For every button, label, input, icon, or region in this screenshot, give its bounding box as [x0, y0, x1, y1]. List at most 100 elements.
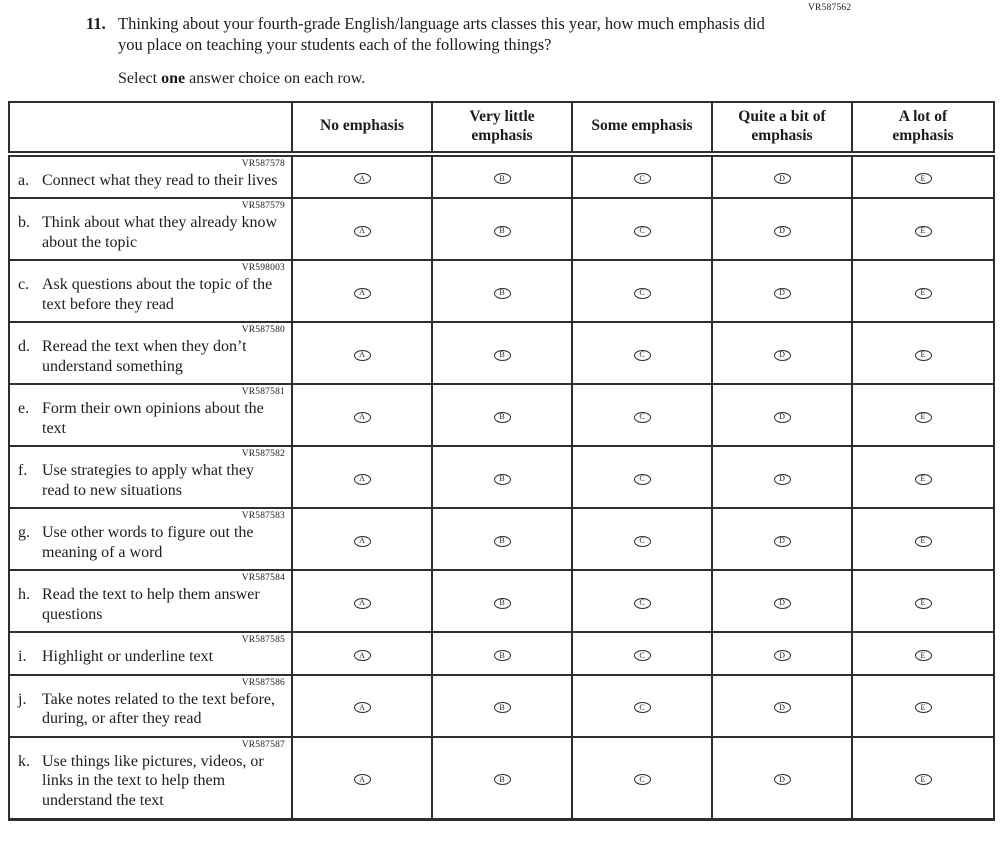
column-header-a-lot-of-emphasis: A lot of emphasis — [892, 107, 954, 144]
answer-bubble-some-emphasis[interactable]: C — [633, 349, 651, 361]
answer-bubble-some-emphasis[interactable]: C — [633, 411, 651, 423]
answer-bubble-quite-a-bit-of-emphasis[interactable]: D — [773, 287, 791, 299]
row-letter: f. — [18, 462, 28, 480]
answer-bubble-quite-a-bit-of-emphasis[interactable]: D — [773, 702, 791, 714]
answer-bubble-quite-a-bit-of-emphasis[interactable]: D — [773, 473, 791, 485]
answer-bubble-no-emphasis[interactable]: A — [353, 535, 371, 547]
column-header-some-emphasis: Some emphasis — [591, 117, 693, 135]
answer-bubble-quite-a-bit-of-emphasis[interactable]: D — [773, 173, 791, 185]
instruction-suffix: answer choice on each row. — [185, 69, 366, 87]
answer-bubble-quite-a-bit-of-emphasis[interactable]: D — [773, 411, 791, 423]
answer-bubble-very-little-emphasis[interactable]: B — [493, 650, 511, 662]
answer-bubble-very-little-emphasis[interactable]: B — [493, 173, 511, 185]
answer-table-body: VR587578 a. Connect what they read to th… — [8, 152, 995, 821]
row-letter: g. — [18, 524, 30, 542]
answer-bubble-no-emphasis[interactable]: A — [353, 702, 371, 714]
table-row: VR587579 b. Think about what they alread… — [8, 197, 995, 262]
answer-bubble-quite-a-bit-of-emphasis[interactable]: D — [773, 349, 791, 361]
answer-bubble-quite-a-bit-of-emphasis[interactable]: D — [773, 225, 791, 237]
answer-bubble-no-emphasis[interactable]: A — [353, 774, 371, 786]
answer-bubble-no-emphasis[interactable]: A — [353, 473, 371, 485]
answer-bubble-very-little-emphasis[interactable]: B — [493, 702, 511, 714]
answer-bubble-some-emphasis[interactable]: C — [633, 225, 651, 237]
answer-matrix-table: No emphasis Very little emphasis Some em… — [8, 100, 995, 821]
table-row: VR587578 a. Connect what they read to th… — [8, 152, 995, 200]
answer-bubble-no-emphasis[interactable]: A — [353, 597, 371, 609]
question-text: Thinking about your fourth-grade English… — [118, 14, 765, 55]
answer-bubble-a-lot-of-emphasis[interactable]: E — [914, 349, 932, 361]
answer-bubble-quite-a-bit-of-emphasis[interactable]: D — [773, 597, 791, 609]
instruction-prefix: Select — [118, 69, 162, 87]
row-variable-code: VR587583 — [241, 511, 285, 522]
answer-bubble-some-emphasis[interactable]: C — [633, 473, 651, 485]
row-label-cell: VR587585 i. Highlight or underline text — [8, 631, 293, 676]
table-corner-cell — [8, 100, 293, 157]
answer-bubble-a-lot-of-emphasis[interactable]: E — [914, 225, 932, 237]
answer-bubble-a-lot-of-emphasis[interactable]: E — [914, 650, 932, 662]
answer-bubble-very-little-emphasis[interactable]: B — [493, 225, 511, 237]
answer-bubble-a-lot-of-emphasis[interactable]: E — [914, 411, 932, 423]
answer-bubble-no-emphasis[interactable]: A — [353, 650, 371, 662]
row-label-cell: VR587582 f. Use strategies to apply what… — [8, 445, 293, 510]
table-row: VR587583 g. Use other words to figure ou… — [8, 507, 995, 572]
answer-bubble-very-little-emphasis[interactable]: B — [493, 473, 511, 485]
row-label-cell: VR587586 j. Take notes related to the te… — [8, 673, 293, 738]
row-label-text: Ask questions about the topic of the tex… — [42, 276, 273, 313]
row-letter: i. — [18, 648, 27, 666]
answer-bubble-a-lot-of-emphasis[interactable]: E — [914, 173, 932, 185]
row-letter: h. — [18, 586, 30, 604]
answer-bubble-some-emphasis[interactable]: C — [633, 535, 651, 547]
answer-bubble-a-lot-of-emphasis[interactable]: E — [914, 473, 932, 485]
answer-bubble-a-lot-of-emphasis[interactable]: E — [914, 702, 932, 714]
row-variable-code: VR587584 — [241, 573, 285, 584]
row-label-cell: VR598003 c. Ask questions about the topi… — [8, 259, 293, 324]
row-letter: e. — [18, 400, 30, 418]
row-variable-code: VR587580 — [241, 325, 285, 336]
answer-bubble-no-emphasis[interactable]: A — [353, 349, 371, 361]
answer-bubble-very-little-emphasis[interactable]: B — [493, 349, 511, 361]
row-letter: b. — [18, 214, 30, 232]
table-row: VR598003 c. Ask questions about the topi… — [8, 259, 995, 324]
row-variable-code: VR598003 — [241, 263, 285, 274]
answer-bubble-quite-a-bit-of-emphasis[interactable]: D — [773, 650, 791, 662]
answer-bubble-a-lot-of-emphasis[interactable]: E — [914, 287, 932, 299]
table-row: VR587587 k. Use things like pictures, vi… — [8, 735, 995, 821]
answer-bubble-some-emphasis[interactable]: C — [633, 287, 651, 299]
row-variable-code: VR587579 — [241, 201, 285, 212]
answer-bubble-some-emphasis[interactable]: C — [633, 774, 651, 786]
table-row: VR587584 h. Read the text to help them a… — [8, 569, 995, 634]
row-label-text: Connect what they read to their lives — [42, 171, 278, 189]
answer-bubble-quite-a-bit-of-emphasis[interactable]: D — [773, 535, 791, 547]
answer-bubble-no-emphasis[interactable]: A — [353, 225, 371, 237]
answer-bubble-some-emphasis[interactable]: C — [633, 702, 651, 714]
answer-bubble-no-emphasis[interactable]: A — [353, 411, 371, 423]
answer-bubble-no-emphasis[interactable]: A — [353, 287, 371, 299]
column-header-very-little-emphasis: Very little emphasis — [469, 107, 535, 144]
answer-bubble-some-emphasis[interactable]: C — [633, 173, 651, 185]
row-letter: d. — [18, 338, 30, 356]
row-variable-code: VR587582 — [241, 449, 285, 460]
answer-bubble-some-emphasis[interactable]: C — [633, 650, 651, 662]
answer-bubble-very-little-emphasis[interactable]: B — [493, 287, 511, 299]
row-letter: a. — [18, 171, 30, 189]
answer-bubble-some-emphasis[interactable]: C — [633, 597, 651, 609]
answer-bubble-very-little-emphasis[interactable]: B — [493, 597, 511, 609]
answer-bubble-a-lot-of-emphasis[interactable]: E — [914, 597, 932, 609]
header-row: No emphasis Very little emphasis Some em… — [8, 100, 995, 157]
row-label-text: Reread the text when they don’t understa… — [42, 338, 247, 375]
row-label-cell: VR587584 h. Read the text to help them a… — [8, 569, 293, 634]
question-block: 11. Thinking about your fourth-grade Eng… — [0, 0, 1000, 56]
row-letter: k. — [18, 752, 30, 770]
row-label-cell: VR587587 k. Use things like pictures, vi… — [8, 735, 293, 821]
answer-bubble-no-emphasis[interactable]: A — [353, 173, 371, 185]
row-label-text: Form their own opinions about the text — [42, 400, 264, 437]
question-number: 11. — [86, 14, 106, 33]
row-label-text: Use other words to figure out the meanin… — [42, 524, 254, 561]
answer-bubble-a-lot-of-emphasis[interactable]: E — [914, 535, 932, 547]
answer-bubble-very-little-emphasis[interactable]: B — [493, 774, 511, 786]
answer-bubble-very-little-emphasis[interactable]: B — [493, 535, 511, 547]
row-variable-code: VR587586 — [241, 677, 285, 688]
answer-bubble-a-lot-of-emphasis[interactable]: E — [914, 774, 932, 786]
answer-bubble-quite-a-bit-of-emphasis[interactable]: D — [773, 774, 791, 786]
answer-bubble-very-little-emphasis[interactable]: B — [493, 411, 511, 423]
